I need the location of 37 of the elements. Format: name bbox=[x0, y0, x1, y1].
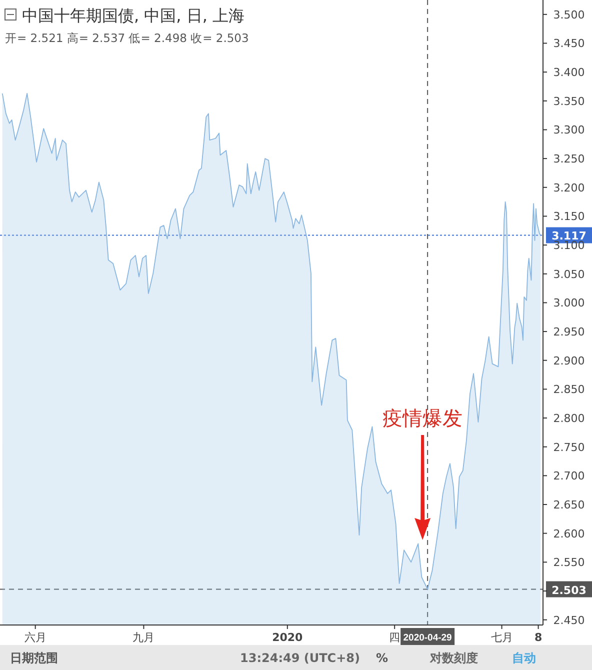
y-tick-label: 3.150 bbox=[553, 210, 585, 224]
y-tick-label: 2.900 bbox=[553, 354, 585, 368]
y-tick-label: 3.500 bbox=[553, 8, 585, 22]
y-tick-label: 2.550 bbox=[553, 556, 585, 570]
y-tick-label: 3.350 bbox=[553, 94, 585, 108]
y-tick-label: 3.100 bbox=[553, 239, 585, 252]
y-tick-label: 2.650 bbox=[553, 498, 585, 512]
x-tick-label: 七月 bbox=[490, 631, 513, 644]
x-tick-label: 四 bbox=[389, 631, 400, 644]
y-tick-label: 2.700 bbox=[553, 470, 585, 483]
y-tick-label: 3.250 bbox=[553, 152, 585, 166]
ref-line-label: 2020-04-29 bbox=[403, 632, 452, 644]
text: 日期范围 bbox=[10, 651, 58, 665]
y-tick-label: 3.000 bbox=[553, 296, 585, 310]
y-tick-label: 3.400 bbox=[553, 66, 585, 80]
y-tick-label: 2.950 bbox=[553, 326, 585, 339]
text: 自动 bbox=[512, 651, 536, 665]
y-tick-label: 3.300 bbox=[553, 124, 585, 137]
y-tick-label: 3.450 bbox=[553, 37, 585, 50]
y-tick-label: 3.200 bbox=[553, 181, 585, 194]
y-tick-label: 2.600 bbox=[553, 527, 585, 540]
text: 开= 2.521 高= 2.537 低= 2.498 收= 2.503 bbox=[5, 31, 249, 45]
text: % bbox=[376, 651, 388, 665]
x-tick-label: 九月 bbox=[132, 631, 155, 644]
x-tick-label: 六月 bbox=[24, 631, 46, 644]
y-tick-label: 2.750 bbox=[553, 440, 585, 454]
y-tick-label: 3.050 bbox=[553, 268, 585, 281]
annotation: 疫情爆发 bbox=[382, 406, 463, 430]
x-tick-label: 8 bbox=[534, 631, 542, 644]
chart-title: 中国十年期国债, 中国, 日, 上海 bbox=[22, 6, 245, 25]
text: 对数刻度 bbox=[429, 651, 478, 665]
x-tick-label: 2020 bbox=[272, 631, 304, 644]
ref-line-label: 2.503 bbox=[552, 584, 586, 597]
text: 13:24:49 (UTC+8) bbox=[240, 651, 360, 665]
y-tick-label: 2.850 bbox=[553, 383, 585, 396]
y-tick-label: 2.800 bbox=[553, 412, 585, 426]
y-tick-label: 2.450 bbox=[553, 614, 585, 627]
